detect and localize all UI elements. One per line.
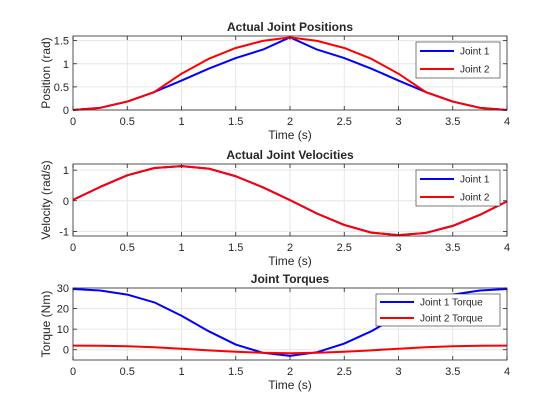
x-tick-label: 2.5	[337, 116, 352, 128]
x-tick-label: 2	[287, 366, 293, 378]
x-tick-label: 2.5	[337, 242, 352, 254]
subplot-3: 0 0.5 1 1.5 2 2.5 3 3.5 4 0 10 20 30 Joint Torques Tim…	[39, 272, 510, 392]
x-tick-label: 2.5	[337, 366, 352, 378]
y-tick-label: 0.5	[54, 82, 69, 94]
y-tick-label: 1.5	[54, 36, 69, 48]
y-tick-label: 0	[63, 105, 69, 117]
legend-label: Joint 1	[460, 47, 490, 58]
x-tick-label: 0	[70, 366, 76, 378]
x-tick-label: 1.5	[228, 242, 243, 254]
legend-label: Joint 1 Torque	[420, 298, 483, 309]
x-tick-label: 0	[70, 242, 76, 254]
legend-box	[415, 41, 501, 79]
x-tick-label: 3	[395, 116, 401, 128]
legend-box	[415, 169, 501, 207]
legend: Joint 1 Joint 2	[415, 169, 501, 207]
legend-label: Joint 2	[460, 193, 490, 204]
x-tick-label: 4	[504, 242, 510, 254]
chart-title: Actual Joint Positions	[227, 20, 353, 34]
x-tick-label: 4	[504, 366, 510, 378]
legend-label: Joint 2 Torque	[420, 314, 483, 325]
y-tick-label: 30	[57, 283, 69, 295]
x-tick-label: 3.5	[445, 242, 460, 254]
x-axis-label: Time (s)	[268, 128, 312, 142]
x-tick-label: 3.5	[445, 116, 460, 128]
y-tick-label: 10	[57, 324, 69, 336]
y-axis-label: Torque (Nm)	[39, 291, 53, 358]
x-tick-label: 4	[504, 116, 510, 128]
y-tick-label: 1	[63, 165, 69, 177]
x-tick-label: 0.5	[120, 366, 135, 378]
y-tick-label: 20	[57, 304, 69, 316]
x-axis-label: Time (s)	[268, 254, 312, 268]
series-line-joint-2	[72, 165, 508, 237]
legend-label: Joint 2	[460, 65, 490, 76]
x-tick-label: 2	[287, 116, 293, 128]
y-tick-label: 1	[63, 59, 69, 71]
x-tick-label: 0.5	[120, 116, 135, 128]
legend-box	[375, 293, 501, 327]
x-axis-label: Time (s)	[268, 378, 312, 392]
y-tick-label: -1	[59, 226, 69, 238]
x-tick-label: 3	[395, 242, 401, 254]
x-tick-label: 1.5	[228, 116, 243, 128]
x-tick-label: 3.5	[445, 366, 460, 378]
x-tick-label: 3	[395, 366, 401, 378]
x-tick-label: 2	[287, 242, 293, 254]
legend-label: Joint 1	[460, 175, 490, 186]
legend: Joint 1 Joint 2	[415, 41, 501, 79]
subplot-1: 0 0.5 1 1.5 2 2.5 3 3.5 4 0 0.5 1 1.5 Actual Joint Po…	[39, 20, 510, 142]
y-axis-label: Position (rad)	[39, 37, 53, 108]
chart-title: Joint Torques	[251, 272, 330, 286]
y-tick-label: 0	[63, 345, 69, 357]
x-tick-label: 0	[70, 116, 76, 128]
x-tick-label: 1.5	[228, 366, 243, 378]
legend: Joint 1 Torque Joint 2 Torque	[375, 293, 501, 327]
y-axis-label: Velocity (rad/s)	[39, 160, 53, 239]
series-line-joint-2-torque	[72, 344, 508, 355]
x-tick-label: 1	[178, 242, 184, 254]
x-tick-label: 1	[178, 116, 184, 128]
y-tick-label: 0	[63, 196, 69, 208]
x-tick-label: 1	[178, 366, 184, 378]
chart-title: Actual Joint Velocities	[226, 148, 354, 162]
x-tick-label: 0.5	[120, 242, 135, 254]
